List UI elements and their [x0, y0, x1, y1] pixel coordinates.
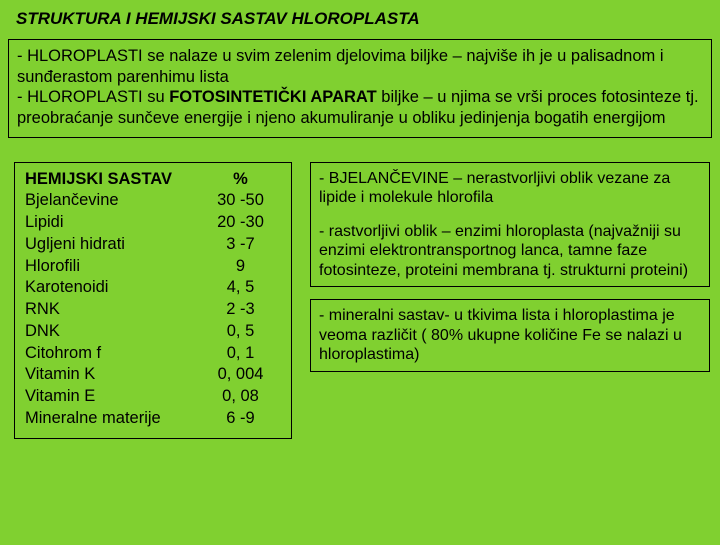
table-cell-name: Lipidi: [25, 212, 200, 234]
table-header-col1: HEMIJSKI SASTAV: [25, 169, 200, 191]
table-row: Karotenoidi4, 5: [25, 277, 281, 299]
note-box-1: - BJELANČEVINE – nerastvorljivi oblik ve…: [310, 162, 710, 288]
table-cell-name: RNK: [25, 299, 200, 321]
table-row: Hlorofili9: [25, 256, 281, 278]
table-row: Ugljeni hidrati3 -7: [25, 234, 281, 256]
table-row: RNK2 -3: [25, 299, 281, 321]
table-row: Bjelančevine30 -50: [25, 190, 281, 212]
table-row: Vitamin E0, 08: [25, 386, 281, 408]
table-row: DNK0, 5: [25, 321, 281, 343]
table-row: Lipidi20 -30: [25, 212, 281, 234]
table-cell-pct: 0, 1: [200, 343, 281, 365]
table-cell-pct: 0, 5: [200, 321, 281, 343]
table-cell-name: Vitamin K: [25, 364, 200, 386]
table-row: Citohrom f0, 1: [25, 343, 281, 365]
table-cell-name: Karotenoidi: [25, 277, 200, 299]
table-header-col2: %: [200, 169, 281, 191]
table-cell-name: Citohrom f: [25, 343, 200, 365]
page-title: STRUKTURA I HEMIJSKI SASTAV HLOROPLASTA: [16, 9, 420, 28]
intro-line-2-bold: FOTOSINTETIČKI APARAT: [169, 88, 376, 106]
table-cell-name: Ugljeni hidrati: [25, 234, 200, 256]
table-row: Mineralne materije6 -9: [25, 408, 281, 430]
table-cell-name: DNK: [25, 321, 200, 343]
table-cell-name: Bjelančevine: [25, 190, 200, 212]
table-cell-name: Vitamin E: [25, 386, 200, 408]
composition-table: HEMIJSKI SASTAV % Bjelančevine30 -50Lipi…: [14, 162, 292, 439]
note-1-p2: - rastvorljivi oblik – enzimi hloroplast…: [319, 222, 701, 281]
title-box: STRUKTURA I HEMIJSKI SASTAV HLOROPLASTA: [8, 5, 450, 33]
table-cell-pct: 2 -3: [200, 299, 281, 321]
note-1-p1: - BJELANČEVINE – nerastvorljivi oblik ve…: [319, 169, 701, 208]
table-cell-pct: 0, 08: [200, 386, 281, 408]
table-cell-pct: 6 -9: [200, 408, 281, 430]
intro-box: - HLOROPLASTI se nalaze u svim zelenim d…: [8, 39, 712, 138]
table-cell-pct: 3 -7: [200, 234, 281, 256]
table-header: HEMIJSKI SASTAV %: [25, 169, 281, 191]
table-cell-pct: 4, 5: [200, 277, 281, 299]
table-cell-pct: 0, 004: [200, 364, 281, 386]
lower-section: HEMIJSKI SASTAV % Bjelančevine30 -50Lipi…: [14, 162, 710, 439]
intro-line-1: - HLOROPLASTI se nalaze u svim zelenim d…: [17, 46, 703, 87]
spacer: [319, 208, 701, 222]
table-cell-pct: 9: [200, 256, 281, 278]
notes-column: - BJELANČEVINE – nerastvorljivi oblik ve…: [310, 162, 710, 439]
note-box-2: - mineralni sastav- u tkivima lista i hl…: [310, 299, 710, 372]
intro-line-2: - HLOROPLASTI su FOTOSINTETIČKI APARAT b…: [17, 87, 703, 128]
table-cell-name: Hlorofili: [25, 256, 200, 278]
note-2-text: - mineralni sastav- u tkivima lista i hl…: [319, 306, 701, 365]
intro-line-2-pre: - HLOROPLASTI su: [17, 88, 169, 106]
table-cell-pct: 30 -50: [200, 190, 281, 212]
table-row: Vitamin K0, 004: [25, 364, 281, 386]
table-cell-name: Mineralne materije: [25, 408, 200, 430]
table-cell-pct: 20 -30: [200, 212, 281, 234]
